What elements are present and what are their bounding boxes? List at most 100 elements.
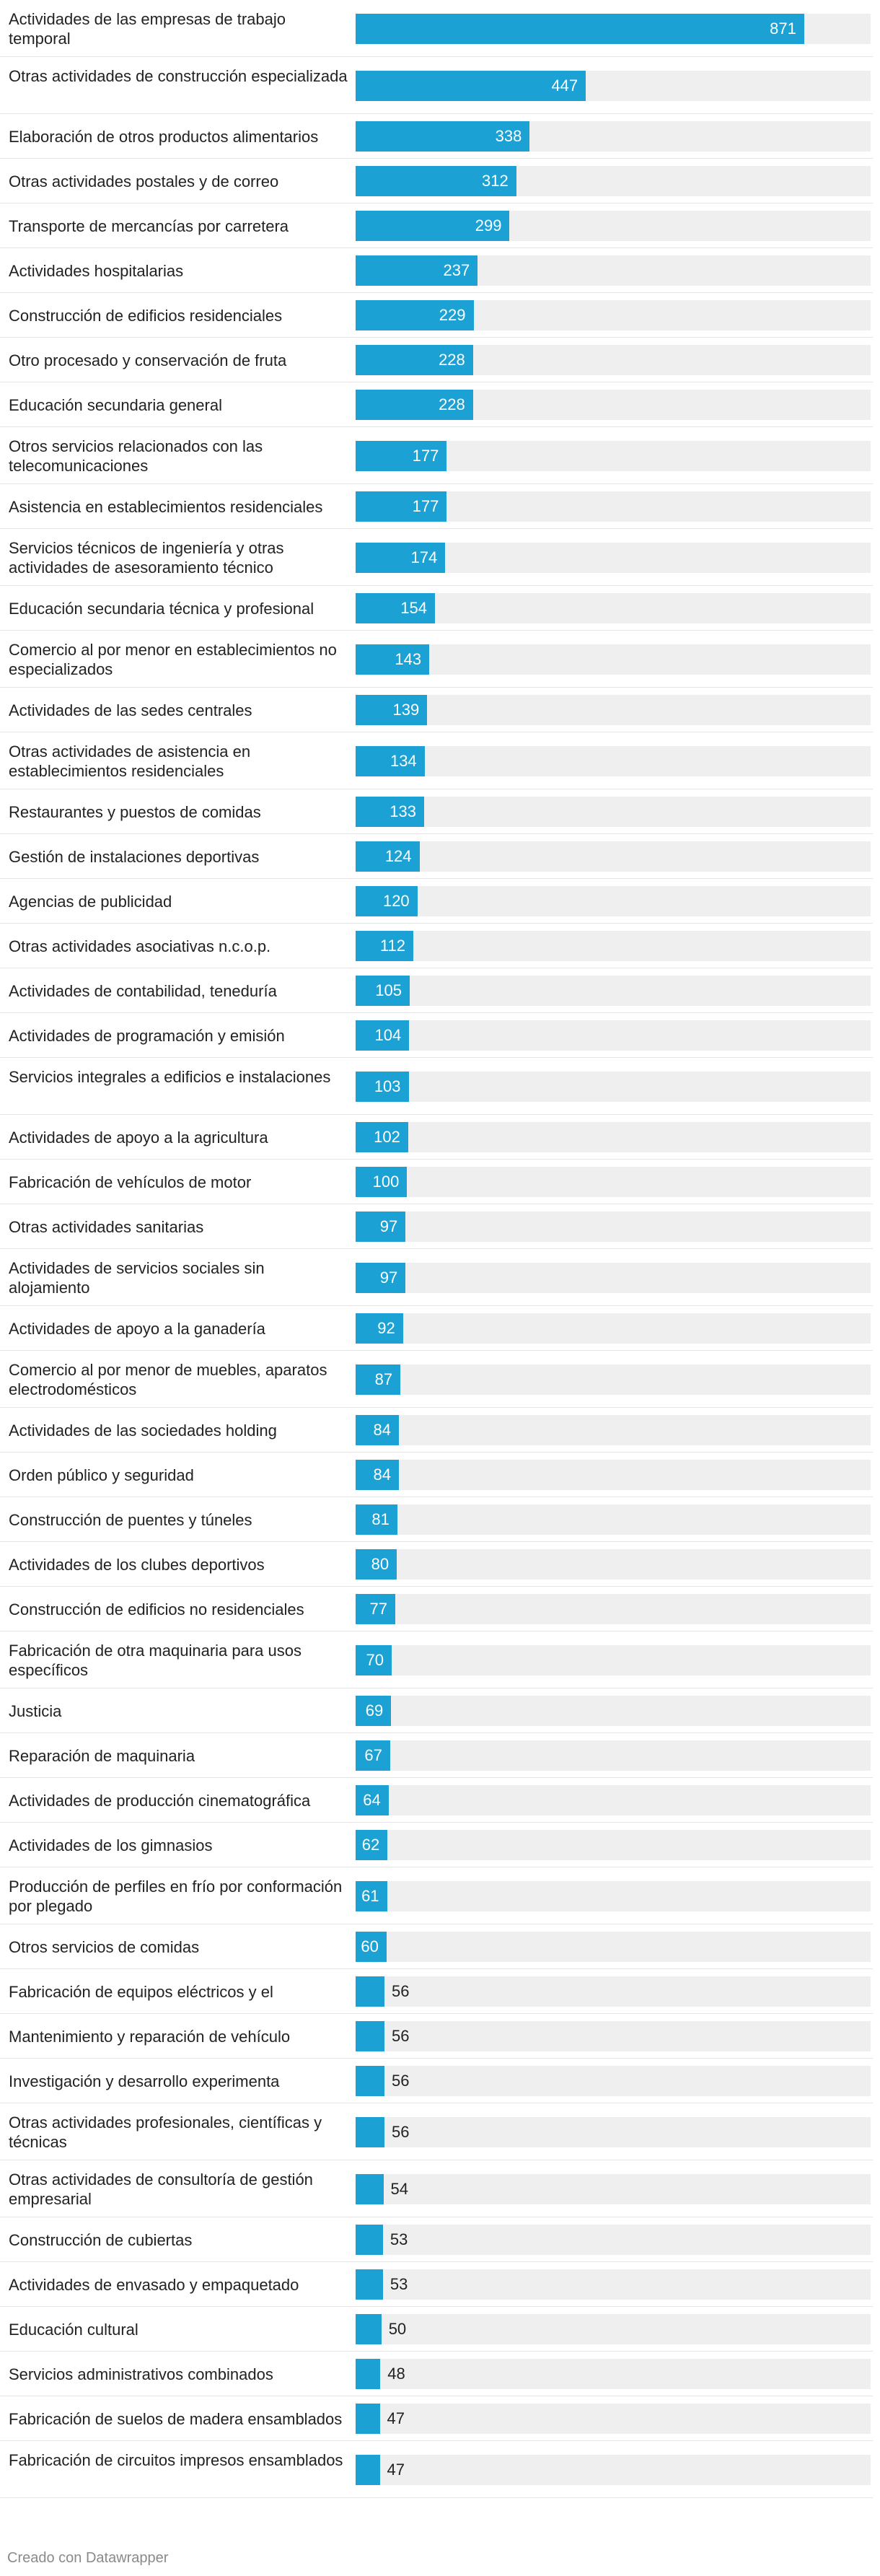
bar[interactable] xyxy=(356,300,474,330)
bar[interactable] xyxy=(356,1881,387,1911)
bar[interactable] xyxy=(356,71,586,101)
bar[interactable] xyxy=(356,1167,408,1197)
bar-value-label: 447 xyxy=(551,76,578,95)
bar[interactable] xyxy=(356,543,446,573)
bar[interactable] xyxy=(356,931,413,961)
category-label: Mantenimiento y reparación de vehículo xyxy=(9,2028,291,2046)
bar[interactable] xyxy=(356,797,424,827)
bar[interactable] xyxy=(356,2455,380,2485)
bar[interactable] xyxy=(356,211,510,241)
bar-value-label: 47 xyxy=(387,2461,405,2479)
bar[interactable] xyxy=(356,1785,389,1815)
bar-row: Asistencia en establecimientos residenci… xyxy=(0,484,873,529)
bar-value-label: 139 xyxy=(392,701,420,719)
category-label: Comercio al por menor en establecimiento… xyxy=(9,641,337,678)
bar[interactable] xyxy=(356,1830,388,1860)
bar-track: 228 xyxy=(356,345,871,375)
bar-track: 133 xyxy=(356,797,871,827)
bar-row: Servicios técnicos de ingeniería y otras… xyxy=(0,529,873,586)
bar[interactable] xyxy=(356,1504,397,1535)
bar[interactable] xyxy=(356,1313,403,1344)
bar[interactable] xyxy=(356,644,430,675)
bar[interactable] xyxy=(356,390,473,420)
bar[interactable] xyxy=(356,1932,387,1962)
category-label: Otras actividades de consultoría de gest… xyxy=(9,2170,313,2208)
bar[interactable] xyxy=(356,441,447,471)
bar-track: 100 xyxy=(356,1167,871,1197)
category-label: Gestión de instalaciones deportivas xyxy=(9,848,260,866)
bar[interactable] xyxy=(356,1549,397,1580)
bar[interactable] xyxy=(356,695,428,725)
bar[interactable] xyxy=(356,1976,384,2007)
bar[interactable] xyxy=(356,121,530,152)
bar-track: 54 xyxy=(356,2174,871,2204)
bar-track: 154 xyxy=(356,593,871,623)
bar-track: 104 xyxy=(356,1020,871,1051)
bar-value-label: 56 xyxy=(391,2123,410,2141)
bar-value-label: 67 xyxy=(364,1746,382,1764)
bar[interactable] xyxy=(356,2021,384,2051)
bar[interactable] xyxy=(356,166,516,196)
bar[interactable] xyxy=(356,1696,392,1726)
bar-row: Otro procesado y conservación de fruta 22… xyxy=(0,338,873,382)
bar[interactable] xyxy=(356,2404,380,2434)
bar[interactable] xyxy=(356,1212,406,1242)
bar[interactable] xyxy=(356,255,478,286)
category-label: Transporte de mercancías por carretera xyxy=(9,217,289,235)
bar[interactable] xyxy=(356,1740,390,1771)
bar[interactable] xyxy=(356,345,473,375)
bar-value-label: 154 xyxy=(400,599,427,617)
bar[interactable] xyxy=(356,1263,406,1293)
category-label: Investigación y desarrollo experimenta xyxy=(9,2072,280,2090)
bar[interactable] xyxy=(356,1020,410,1051)
bar[interactable] xyxy=(356,14,804,44)
category-label: Asistencia en establecimientos residenci… xyxy=(9,498,323,516)
bar[interactable] xyxy=(356,1072,409,1102)
bar[interactable] xyxy=(356,2117,384,2147)
bar-row: Actividades de apoyo a la ganadería 92 xyxy=(0,1306,873,1351)
bar[interactable] xyxy=(356,841,420,872)
bar[interactable] xyxy=(356,2225,383,2255)
chart-credit[interactable]: Creado con Datawrapper xyxy=(7,2550,169,2566)
bar[interactable] xyxy=(356,886,418,916)
bar-row: Otras actividades de asistencia en estab… xyxy=(0,732,873,789)
bar[interactable] xyxy=(356,1594,395,1624)
bar-row: Producción de perfiles en frío por confo… xyxy=(0,1867,873,1924)
bar-row: Fabricación de suelos de madera ensambla… xyxy=(0,2396,873,2441)
bar[interactable] xyxy=(356,2314,382,2344)
bar-row: Actividades de las sedes centrales 139 xyxy=(0,688,873,732)
bar[interactable] xyxy=(356,1122,408,1152)
category-label: Actividades de los clubes deportivos xyxy=(9,1556,265,1574)
bar-value-label: 56 xyxy=(391,2072,410,2090)
bar-value-label: 105 xyxy=(375,981,402,999)
bar[interactable] xyxy=(356,2066,384,2096)
bar[interactable] xyxy=(356,976,410,1006)
bar[interactable] xyxy=(356,1645,392,1675)
bar-value-label: 81 xyxy=(371,1510,390,1528)
category-label: Orden público y seguridad xyxy=(9,1466,194,1484)
category-label: Construcción de edificios residenciales xyxy=(9,307,283,325)
bar-row: Investigación y desarrollo experimenta 56 xyxy=(0,2059,873,2103)
bar-row: Otros servicios de comidas 60 xyxy=(0,1924,873,1969)
bar-value-label: 61 xyxy=(361,1887,379,1905)
category-label: Actividades de apoyo a la agricultura xyxy=(9,1129,268,1147)
bar[interactable] xyxy=(356,1460,399,1490)
bar-value-label: 56 xyxy=(391,1982,410,2000)
bar[interactable] xyxy=(356,2359,381,2389)
bar[interactable] xyxy=(356,2269,383,2300)
bar[interactable] xyxy=(356,1364,401,1395)
bar[interactable] xyxy=(356,746,425,776)
bar[interactable] xyxy=(356,593,435,623)
bar[interactable] xyxy=(356,1415,399,1445)
bar-track: 61 xyxy=(356,1881,871,1911)
category-label: Otras actividades de asistencia en estab… xyxy=(9,742,251,780)
bar-row: Otras actividades de consultoría de gest… xyxy=(0,2160,873,2217)
bar-track: 47 xyxy=(356,2455,871,2485)
bar-value-label: 134 xyxy=(390,752,417,770)
bar-value-label: 104 xyxy=(374,1026,402,1044)
bar[interactable] xyxy=(356,2174,384,2204)
bar-track: 84 xyxy=(356,1415,871,1445)
bar-row: Actividades de los gimnasios 62 xyxy=(0,1823,873,1867)
bar-track: 312 xyxy=(356,166,871,196)
bar[interactable] xyxy=(356,491,447,522)
